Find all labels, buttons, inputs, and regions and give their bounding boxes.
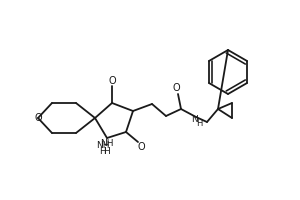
Text: H: H [100, 148, 106, 156]
Text: O: O [137, 142, 145, 152]
Text: H: H [196, 118, 202, 128]
Text: H: H [103, 146, 110, 156]
Text: O: O [108, 76, 116, 86]
Text: N: N [190, 114, 197, 123]
Text: NH: NH [96, 140, 110, 150]
Text: O: O [34, 113, 42, 123]
Text: NH: NH [100, 138, 114, 148]
Text: O: O [172, 83, 180, 93]
